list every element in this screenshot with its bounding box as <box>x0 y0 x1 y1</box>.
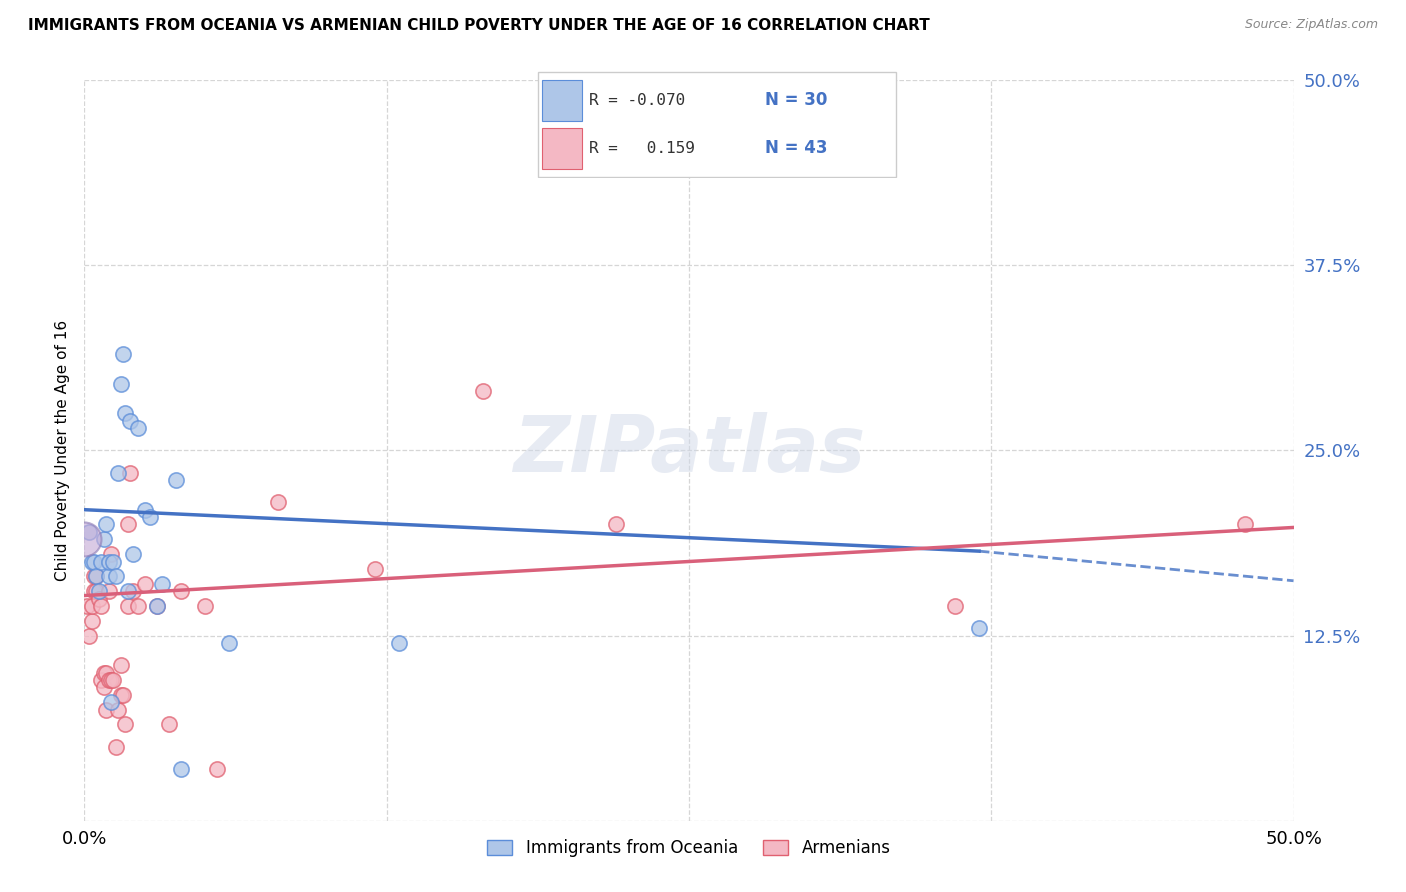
Point <box>80 599 103 613</box>
Point <box>103 673 125 687</box>
Point <box>117 584 139 599</box>
Text: N = 30: N = 30 <box>765 91 827 109</box>
FancyBboxPatch shape <box>538 72 896 178</box>
Point <box>967 621 990 635</box>
FancyBboxPatch shape <box>541 128 582 169</box>
Text: N = 43: N = 43 <box>765 139 827 157</box>
Point <box>363 562 385 576</box>
Point <box>114 407 136 421</box>
Point <box>104 739 127 754</box>
Point <box>127 421 149 435</box>
Point <box>388 636 411 650</box>
Text: IMMIGRANTS FROM OCEANIA VS ARMENIAN CHILD POVERTY UNDER THE AGE OF 16 CORRELATIO: IMMIGRANTS FROM OCEANIA VS ARMENIAN CHIL… <box>28 18 929 33</box>
Point <box>114 717 136 731</box>
Point <box>97 584 120 599</box>
Text: Source: ZipAtlas.com: Source: ZipAtlas.com <box>1244 18 1378 31</box>
Point <box>170 584 193 599</box>
Point <box>194 599 217 613</box>
Text: ZIPatlas: ZIPatlas <box>513 412 865 489</box>
Point <box>146 599 169 613</box>
Point <box>97 673 120 687</box>
Point <box>97 555 120 569</box>
Y-axis label: Child Poverty Under the Age of 16: Child Poverty Under the Age of 16 <box>55 320 70 581</box>
Point <box>120 466 142 480</box>
Point <box>146 599 169 613</box>
Point <box>90 599 112 613</box>
Point <box>100 673 122 687</box>
Point <box>170 762 193 776</box>
Point <box>104 569 127 583</box>
Point <box>80 555 103 569</box>
Point <box>83 584 105 599</box>
Point <box>207 762 229 776</box>
Point <box>93 533 115 547</box>
Point <box>112 347 135 361</box>
Point <box>107 703 129 717</box>
Point <box>77 628 100 642</box>
Point <box>157 717 180 731</box>
Point <box>107 466 129 480</box>
Point <box>73 533 96 547</box>
Point <box>86 569 108 583</box>
Point <box>86 569 108 583</box>
Point <box>472 384 495 399</box>
Point <box>94 703 117 717</box>
Point <box>121 547 143 561</box>
Point <box>117 599 139 613</box>
Point <box>87 584 110 599</box>
Point <box>134 502 156 516</box>
Point <box>112 688 135 702</box>
Point <box>943 599 966 613</box>
Point <box>127 599 149 613</box>
Text: R = -0.070: R = -0.070 <box>589 93 685 108</box>
Point <box>110 658 132 673</box>
Point <box>110 376 132 391</box>
Point <box>80 614 103 628</box>
Point <box>120 414 142 428</box>
Point <box>94 517 117 532</box>
Point <box>103 555 125 569</box>
Point <box>117 517 139 532</box>
Point <box>605 517 627 532</box>
Point <box>83 569 105 583</box>
Point <box>1234 517 1257 532</box>
Point <box>90 673 112 687</box>
Point <box>76 599 98 613</box>
Text: R =   0.159: R = 0.159 <box>589 141 695 156</box>
Point <box>267 495 290 509</box>
Point <box>134 576 156 591</box>
Point <box>121 584 143 599</box>
Point <box>100 547 122 561</box>
Point <box>87 591 110 606</box>
Point <box>93 665 115 680</box>
Point <box>94 665 117 680</box>
FancyBboxPatch shape <box>541 80 582 120</box>
Point <box>86 584 108 599</box>
Point <box>100 695 122 709</box>
Point <box>97 569 120 583</box>
Point <box>77 524 100 539</box>
Point <box>83 555 105 569</box>
Point <box>138 510 160 524</box>
Legend: Immigrants from Oceania, Armenians: Immigrants from Oceania, Armenians <box>481 833 897 864</box>
Point <box>165 473 187 487</box>
Point <box>218 636 240 650</box>
Point <box>110 688 132 702</box>
Point <box>90 555 112 569</box>
Point <box>150 576 173 591</box>
Point <box>93 681 115 695</box>
